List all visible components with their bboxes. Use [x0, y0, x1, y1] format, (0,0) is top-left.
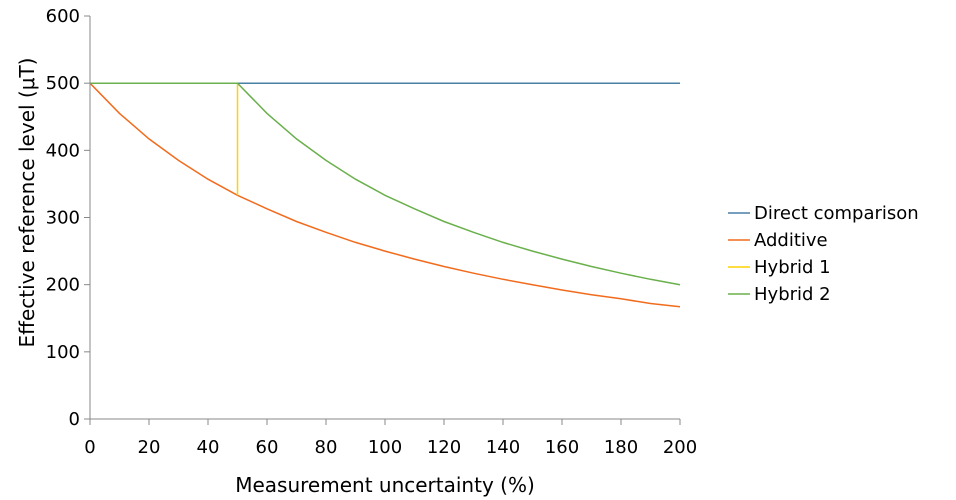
legend: Direct comparison Additive Hybrid 1 Hybrid … — [728, 203, 919, 305]
y-axis-title: Effective reference level (μT) — [15, 58, 39, 348]
x-tick-label: 200 — [663, 437, 697, 458]
y-tick-label: 500 — [46, 73, 80, 94]
y-axis-ticks: 0 100 200 300 400 500 600 — [46, 6, 90, 430]
series-line-hybrid-2 — [90, 82, 681, 286]
legend-label-additive: Additive — [754, 230, 828, 251]
legend-label-direct-comparison: Direct comparison — [754, 203, 919, 224]
x-tick-label: 100 — [368, 437, 402, 458]
y-tick-label: 0 — [69, 409, 80, 430]
y-tick-label: 300 — [46, 208, 80, 229]
series-line-additive — [89, 82, 681, 308]
x-tick-label: 180 — [604, 437, 638, 458]
legend-label-hybrid-2: Hybrid 2 — [754, 284, 831, 305]
axes — [89, 16, 680, 420]
legend-label-hybrid-1: Hybrid 1 — [754, 257, 831, 278]
y-tick-label: 400 — [46, 140, 80, 161]
y-tick-label: 200 — [46, 275, 80, 296]
plot-area — [89, 82, 681, 308]
x-tick-label: 140 — [486, 437, 520, 458]
x-tick-label: 120 — [427, 437, 461, 458]
x-tick-label: 160 — [545, 437, 579, 458]
x-tick-label: 60 — [256, 437, 279, 458]
x-axis-title: Measurement uncertainty (%) — [235, 473, 535, 497]
x-tick-label: 20 — [138, 437, 161, 458]
y-tick-label: 600 — [46, 6, 80, 27]
y-tick-label: 100 — [46, 342, 80, 363]
x-tick-label: 80 — [315, 437, 338, 458]
x-axis-ticks: 0 20 40 60 80 100 120 140 160 180 200 — [84, 419, 697, 458]
x-tick-label: 0 — [84, 437, 95, 458]
x-tick-label: 40 — [197, 437, 220, 458]
